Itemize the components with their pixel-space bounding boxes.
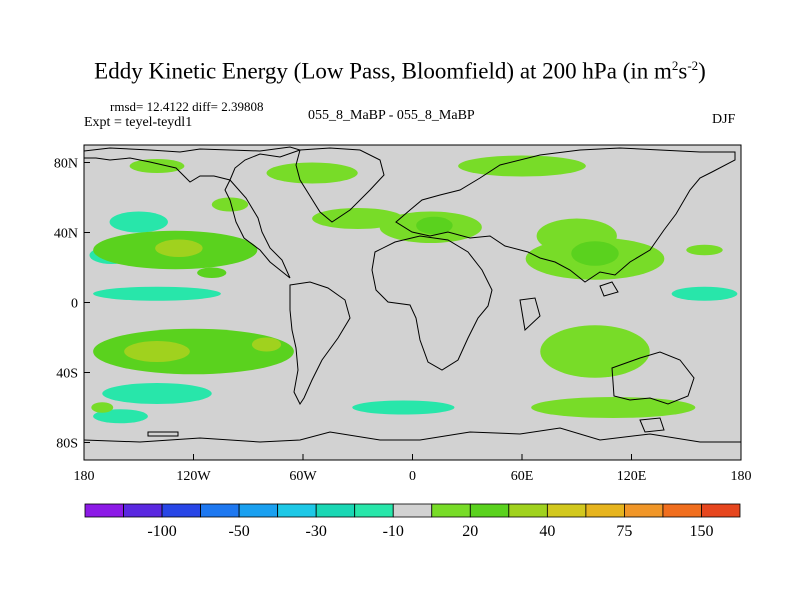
- coast-north-america: [84, 146, 302, 279]
- y-tick-label: 80N: [54, 157, 78, 172]
- x-tick-label: 60W: [289, 469, 317, 484]
- colorbar-swatch: [662, 503, 702, 518]
- x-tick-label: 180: [731, 469, 752, 484]
- colorbar-label: -100: [147, 523, 176, 540]
- anomaly-region: [91, 402, 114, 413]
- title-unit-s: s: [678, 58, 688, 84]
- colorbar-swatch: [238, 503, 279, 518]
- anomaly-region: [93, 328, 294, 375]
- coast-africa: [371, 235, 493, 371]
- comparison-label: 055_8_MaBP - 055_8_MaBP: [308, 108, 475, 123]
- season-label: DJF: [712, 112, 736, 127]
- anomaly-region: [571, 241, 619, 266]
- anomaly-region: [129, 159, 185, 173]
- y-tick-label: 40N: [54, 227, 78, 242]
- anomaly-region: [211, 197, 249, 212]
- colorbar-swatch: [277, 503, 317, 518]
- anomaly-region: [155, 239, 203, 257]
- x-tick-label: 0: [409, 469, 416, 484]
- anomaly-region: [197, 267, 227, 278]
- anomaly-region: [102, 383, 212, 404]
- map-layer: [84, 145, 741, 460]
- colorbar-label: 150: [689, 523, 713, 540]
- colorbar-label: -50: [228, 523, 249, 540]
- stats-label: rmsd= 12.4122 diff= 2.39808: [110, 99, 264, 114]
- x-axis: 180 120W 60W 0 60E 120E 180: [74, 454, 752, 484]
- colorbar-label: -30: [306, 523, 327, 540]
- x-tick-label: 60E: [511, 469, 534, 484]
- anomaly-region: [266, 162, 358, 184]
- y-tick-label: 80S: [56, 437, 78, 452]
- anomaly-region: [686, 244, 723, 256]
- anomaly-region: [540, 325, 650, 378]
- x-tick-label: 120W: [176, 469, 211, 484]
- colorbar-swatch: [84, 503, 124, 518]
- colorbar-swatch: [431, 503, 471, 518]
- title-text: Eddy Kinetic Energy (Low Pass, Bloomfiel…: [94, 58, 672, 84]
- anomaly-layer: [89, 155, 738, 424]
- title-exponent-2: -2: [687, 58, 699, 73]
- y-tick-label: 0: [71, 297, 78, 312]
- colorbar-swatch: [315, 503, 356, 518]
- title-exponent-1: 2: [671, 58, 679, 73]
- coast-antarctica: [84, 427, 741, 443]
- colorbar: -100 -50 -30 -10 20 40 75 150: [84, 503, 741, 540]
- colorbar-label: 20: [462, 523, 478, 540]
- anomaly-region: [93, 286, 221, 301]
- y-axis: 80N 40N 0 40S 80S: [54, 157, 90, 452]
- coast-greenland: [295, 147, 385, 223]
- anomaly-region: [458, 155, 586, 177]
- colorbar-swatch: [585, 503, 625, 518]
- colorbar-swatch: [161, 503, 201, 518]
- coastlines: [84, 146, 741, 443]
- experiment-label: Expt = teyel-teydl1: [84, 115, 193, 130]
- colorbar-swatch: [508, 503, 548, 518]
- anomaly-region: [531, 397, 696, 418]
- anomaly-region: [416, 216, 453, 235]
- anomaly-region: [109, 211, 168, 233]
- anomaly-region: [251, 337, 282, 352]
- y-tick-label: 40S: [56, 367, 78, 382]
- colorbar-swatch: [200, 503, 240, 518]
- x-tick-label: 120E: [617, 469, 647, 484]
- anomaly-region: [671, 286, 738, 301]
- colorbar-label: 40: [539, 523, 555, 540]
- coast-islands: [147, 281, 665, 437]
- title-close: ): [698, 58, 706, 84]
- colorbar-swatch: [469, 503, 510, 518]
- colorbar-swatch: [354, 503, 394, 518]
- colorbar-label: 75: [616, 523, 632, 540]
- colorbar-label: -10: [383, 523, 404, 540]
- x-tick-label: 180: [74, 469, 95, 484]
- coast-australia: [611, 351, 695, 405]
- anomaly-region: [352, 400, 455, 415]
- anomaly-region: [124, 341, 190, 362]
- colorbar-swatch: [624, 503, 664, 518]
- coast-eurasia: [395, 147, 736, 283]
- chart-title: Eddy Kinetic Energy (Low Pass, Bloomfiel…: [0, 58, 800, 85]
- anomaly-region: [312, 208, 404, 229]
- colorbar-swatch: [546, 503, 587, 518]
- colorbar-swatch: [701, 503, 741, 518]
- colorbar-swatch: [123, 503, 163, 518]
- anomaly-region: [93, 409, 148, 424]
- coast-south-america: [289, 281, 351, 405]
- colorbar-swatch: [392, 503, 433, 518]
